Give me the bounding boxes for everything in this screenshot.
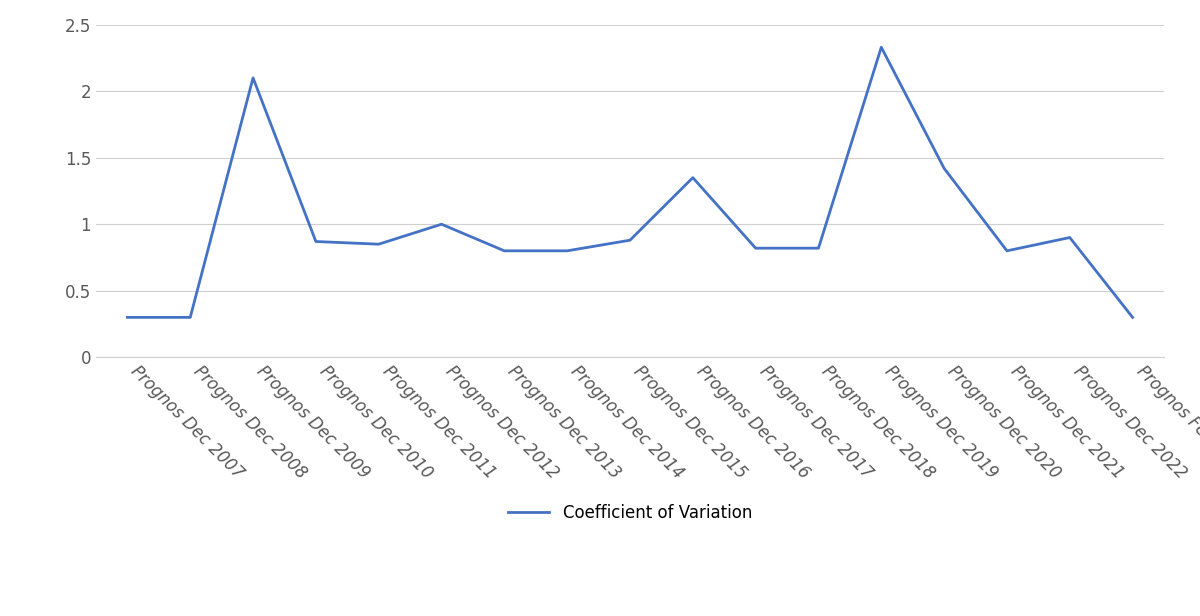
Coefficient of Variation — [1126, 314, 1140, 321]
Coefficient of Variation — [874, 44, 888, 51]
Coefficient of Variation — [937, 164, 952, 172]
Coefficient of Variation — [372, 240, 386, 248]
Coefficient of Variation — [623, 237, 637, 244]
Coefficient of Variation — [1000, 247, 1014, 254]
Coefficient of Variation — [246, 74, 260, 81]
Legend: Coefficient of Variation: Coefficient of Variation — [508, 504, 752, 522]
Coefficient of Variation — [685, 174, 700, 181]
Coefficient of Variation — [120, 314, 134, 321]
Coefficient of Variation — [811, 245, 826, 252]
Coefficient of Variation — [560, 247, 575, 254]
Coefficient of Variation — [184, 314, 198, 321]
Coefficient of Variation — [308, 238, 323, 245]
Coefficient of Variation — [497, 247, 511, 254]
Coefficient of Variation — [749, 245, 763, 252]
Line: Coefficient of Variation: Coefficient of Variation — [127, 47, 1133, 317]
Coefficient of Variation — [434, 221, 449, 228]
Coefficient of Variation — [1062, 234, 1076, 241]
